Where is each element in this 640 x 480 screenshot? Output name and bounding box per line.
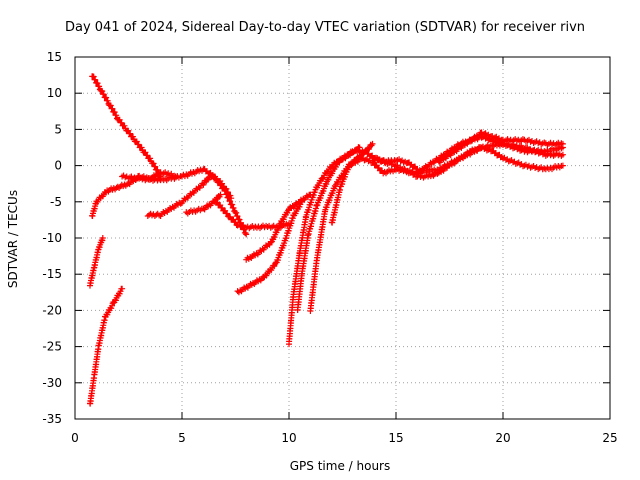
plus-markers: [234, 198, 305, 296]
tick-layer: [74, 56, 611, 420]
y-tick-label: -10: [42, 231, 62, 245]
y-tick-label: -5: [50, 195, 62, 209]
y-tick-label: 15: [47, 50, 62, 64]
data-layer: [87, 73, 566, 407]
x-tick-label: 0: [71, 431, 79, 445]
y-tick-label: -25: [42, 340, 62, 354]
x-tick-label: 25: [602, 431, 617, 445]
plus-markers: [294, 144, 363, 313]
plus-markers: [435, 129, 566, 166]
chart-title: Day 041 of 2024, Sidereal Day-to-day VTE…: [65, 20, 585, 35]
series-arc-17: [435, 129, 566, 166]
x-tick-label: 20: [495, 431, 510, 445]
series-arc-9: [234, 198, 305, 296]
plus-markers: [144, 173, 235, 219]
y-tick-label: -30: [42, 376, 62, 390]
x-tick-label: 15: [388, 431, 403, 445]
y-tick-label: 5: [54, 122, 62, 136]
y-axis-label: SDTVAR / TECUs: [6, 190, 20, 288]
series-arc-3: [87, 235, 106, 289]
plus-markers: [87, 235, 106, 289]
plus-markers: [87, 285, 126, 407]
y-tick-label: -20: [42, 303, 62, 317]
y-tick-label: 0: [54, 159, 62, 173]
series-arc-5: [119, 165, 250, 238]
x-tick-label: 5: [178, 431, 186, 445]
tick-label-layer: 0 5 10 15 20 25 15 10 5 0 -5 -10 -15 -20 -25 -30 -35: [42, 50, 617, 445]
y-tick-label: -15: [42, 267, 62, 281]
x-tick-label: 10: [281, 431, 296, 445]
series-arc-4: [87, 285, 126, 407]
y-tick-label: -35: [42, 412, 62, 426]
plus-markers: [119, 165, 250, 238]
x-axis-label: GPS time / hours: [290, 459, 391, 473]
plus-markers: [243, 191, 314, 263]
y-tick-label: 10: [47, 86, 62, 100]
series-arc-12: [294, 144, 363, 313]
grid-layer: [75, 57, 610, 419]
series-arc-14: [328, 140, 376, 226]
series-arc-6: [144, 173, 235, 219]
series-arc-10: [243, 191, 314, 263]
series-arc-1: [89, 73, 164, 180]
plus-markers: [328, 140, 376, 226]
plus-markers: [89, 73, 164, 180]
